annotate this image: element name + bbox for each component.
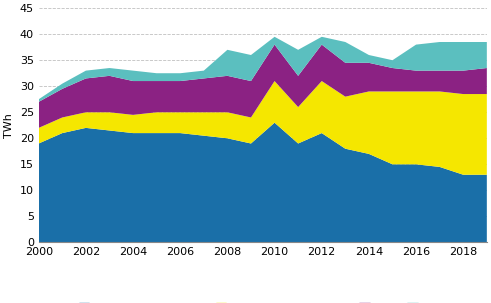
- Y-axis label: TWh: TWh: [4, 113, 14, 138]
- Legend: Fossiiliset polttoaineet, Uusiutuvat polttoaineet, Turve, Muut: Fossiiliset polttoaineet, Uusiutuvat pol…: [75, 299, 451, 303]
